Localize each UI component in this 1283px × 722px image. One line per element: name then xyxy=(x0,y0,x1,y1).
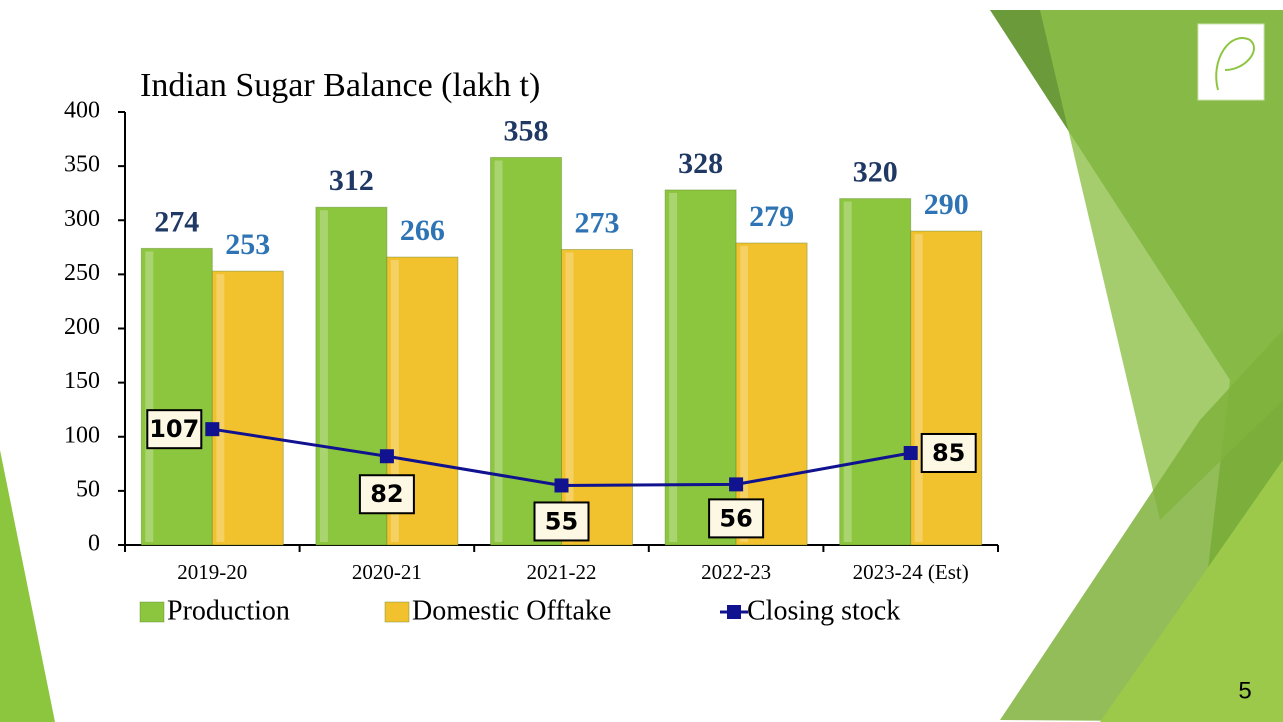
y-tick-label: 100 xyxy=(64,422,100,448)
data-label: 358 xyxy=(504,114,549,147)
logo xyxy=(1198,24,1264,100)
bar-shine xyxy=(669,193,677,542)
legend-label: Domestic Offtake xyxy=(412,595,611,626)
data-label: 253 xyxy=(225,228,270,261)
line-marker xyxy=(729,477,743,491)
legend-swatch xyxy=(385,602,409,622)
data-label: 279 xyxy=(749,200,794,233)
line-marker xyxy=(380,449,394,463)
legend-label: Production xyxy=(167,595,290,626)
legend-swatch xyxy=(140,602,164,622)
bar-shine xyxy=(495,160,503,542)
y-tick-label: 50 xyxy=(76,476,100,502)
bar-shine xyxy=(915,234,923,542)
line-marker xyxy=(904,446,918,460)
x-tick-label: 2020-21 xyxy=(352,560,422,584)
y-tick-label: 250 xyxy=(64,260,100,286)
chart-title: Indian Sugar Balance (lakh t) xyxy=(140,67,540,104)
bar-shine xyxy=(145,251,153,542)
data-label: 312 xyxy=(329,164,374,197)
page-number: 5 xyxy=(1238,677,1251,704)
line-marker xyxy=(205,422,219,436)
bar-shine xyxy=(740,246,748,542)
x-tick-label: 2019-20 xyxy=(177,560,247,584)
bar-shine xyxy=(566,252,574,542)
x-tick-label: 2022-23 xyxy=(701,560,771,584)
y-tick-label: 400 xyxy=(64,98,100,124)
data-label: 320 xyxy=(853,155,898,188)
x-tick-label: 2021-22 xyxy=(527,560,597,584)
legend-label: Closing stock xyxy=(747,595,900,626)
slide: Indian Sugar Balance (lakh t) 5 0 50 100 15… xyxy=(0,0,1283,722)
y-tick-label: 200 xyxy=(64,314,100,340)
x-tick-label: 2023-24 (Est) xyxy=(853,560,969,584)
bar-shine xyxy=(320,210,328,542)
y-tick-label: 350 xyxy=(64,152,100,178)
data-label: 85 xyxy=(932,439,965,467)
line-marker xyxy=(555,478,569,492)
data-label: 56 xyxy=(719,504,752,532)
data-label: 328 xyxy=(678,147,723,180)
data-label: 107 xyxy=(149,415,199,443)
data-label: 274 xyxy=(154,205,199,238)
data-label: 55 xyxy=(545,507,578,535)
data-label: 273 xyxy=(575,206,620,239)
legend-marker xyxy=(727,605,741,619)
data-label: 266 xyxy=(400,214,445,247)
y-tick-label: 300 xyxy=(64,206,100,232)
bar-shine xyxy=(844,202,852,542)
bar-shine xyxy=(216,274,224,542)
y-tick-label: 0 xyxy=(88,531,100,557)
y-tick-label: 150 xyxy=(64,368,100,394)
data-label: 82 xyxy=(370,480,403,508)
data-label: 290 xyxy=(924,188,969,221)
